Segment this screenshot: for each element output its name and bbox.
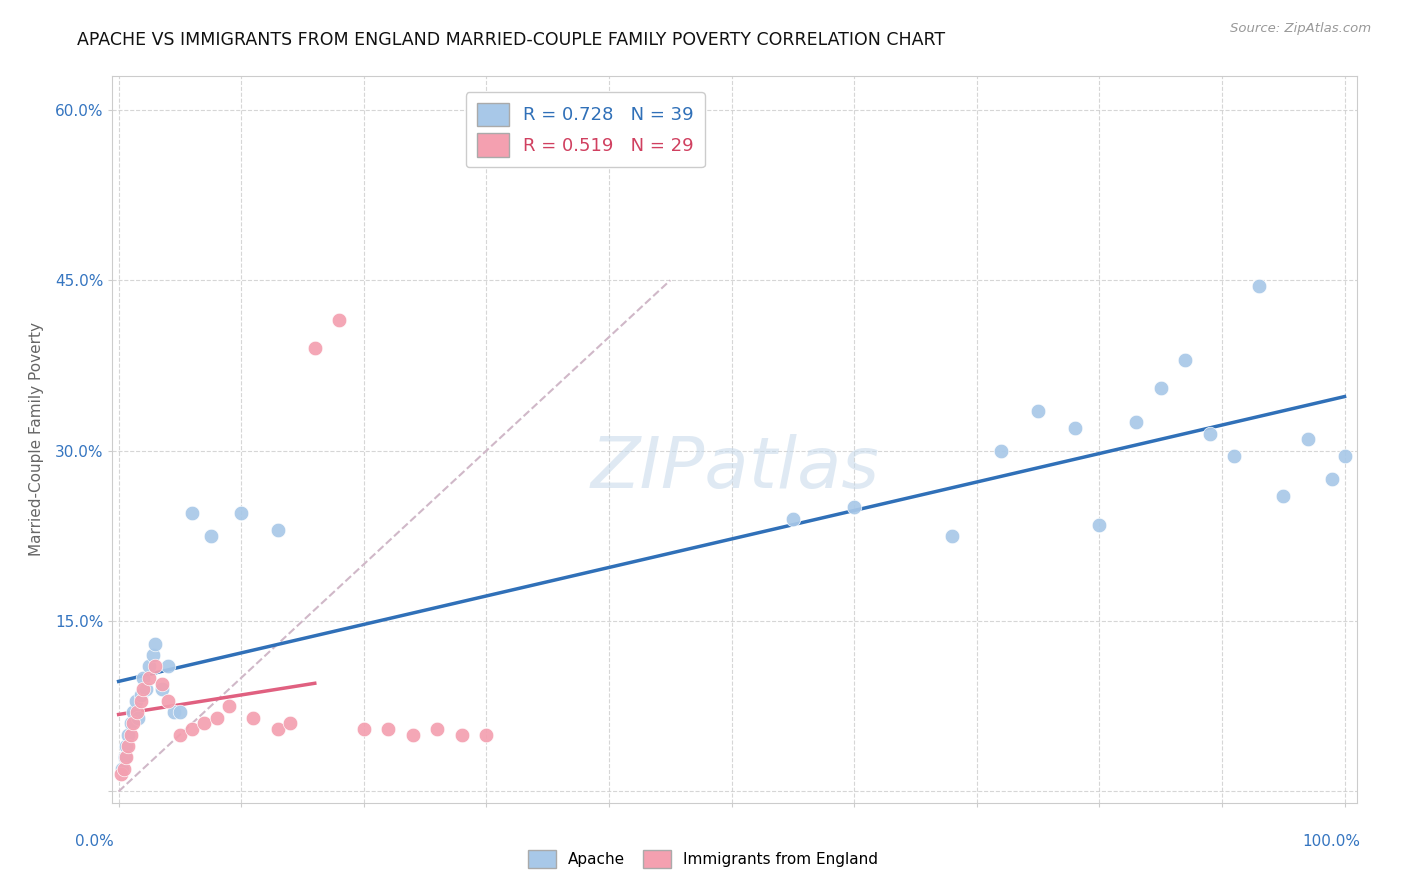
Point [142, 648, 165, 662]
Point [115, 750, 138, 764]
Point [1333, 450, 1355, 464]
Point [193, 716, 215, 731]
Point [181, 722, 204, 736]
Point [1026, 404, 1049, 418]
Point [231, 506, 253, 520]
Y-axis label: Married-Couple Family Poverty: Married-Couple Family Poverty [30, 322, 44, 557]
Point [1296, 432, 1319, 446]
Point [990, 443, 1012, 458]
Point [844, 500, 866, 515]
Point [377, 722, 399, 736]
Point [150, 676, 173, 690]
Point [450, 728, 472, 742]
Point [156, 659, 179, 673]
Point [304, 342, 326, 356]
Point [200, 529, 222, 543]
Point [129, 693, 152, 707]
Point [1223, 450, 1246, 464]
Point [125, 693, 148, 707]
Point [127, 710, 149, 724]
Point [129, 688, 152, 702]
Point [328, 313, 350, 327]
Point [1322, 472, 1344, 486]
Point [941, 529, 963, 543]
Point [138, 671, 160, 685]
Point [426, 722, 449, 736]
Point [218, 699, 240, 714]
Point [1247, 279, 1270, 293]
Point [110, 767, 132, 781]
Point [122, 705, 145, 719]
Point [1174, 352, 1197, 367]
Point [117, 728, 139, 742]
Point [181, 506, 204, 520]
Point [132, 682, 155, 697]
Point [782, 512, 804, 526]
Point [145, 659, 167, 673]
Point [132, 671, 155, 685]
Text: ZIPatlas: ZIPatlas [591, 434, 879, 503]
Point [169, 705, 191, 719]
Point [1272, 489, 1295, 503]
Point [169, 728, 191, 742]
Point [117, 739, 139, 753]
Point [120, 716, 142, 731]
Point [111, 762, 134, 776]
Point [1088, 517, 1111, 532]
Point [1063, 421, 1085, 435]
Text: 0.0%: 0.0% [75, 834, 114, 848]
Point [163, 705, 186, 719]
Point [402, 728, 425, 742]
Point [145, 637, 167, 651]
Point [353, 722, 375, 736]
Point [242, 710, 264, 724]
Text: APACHE VS IMMIGRANTS FROM ENGLAND MARRIED-COUPLE FAMILY POVERTY CORRELATION CHAR: APACHE VS IMMIGRANTS FROM ENGLAND MARRIE… [77, 31, 945, 49]
Text: Source: ZipAtlas.com: Source: ZipAtlas.com [1230, 22, 1371, 36]
Point [205, 710, 228, 724]
Point [135, 682, 157, 697]
Point [1125, 415, 1147, 429]
Point [1149, 381, 1171, 395]
Point [138, 659, 160, 673]
Point [475, 728, 498, 742]
Point [112, 762, 135, 776]
Legend: R = 0.728   N = 39, R = 0.519   N = 29: R = 0.728 N = 39, R = 0.519 N = 29 [465, 92, 704, 168]
Point [122, 716, 145, 731]
Point [120, 728, 142, 742]
Point [1198, 426, 1220, 441]
Point [267, 523, 290, 537]
Point [125, 705, 148, 719]
Point [156, 693, 179, 707]
Point [114, 750, 136, 764]
Legend: Apache, Immigrants from England: Apache, Immigrants from England [522, 844, 884, 873]
Point [115, 739, 138, 753]
Text: 100.0%: 100.0% [1302, 834, 1361, 848]
Point [278, 716, 301, 731]
Point [150, 682, 173, 697]
Point [267, 722, 290, 736]
